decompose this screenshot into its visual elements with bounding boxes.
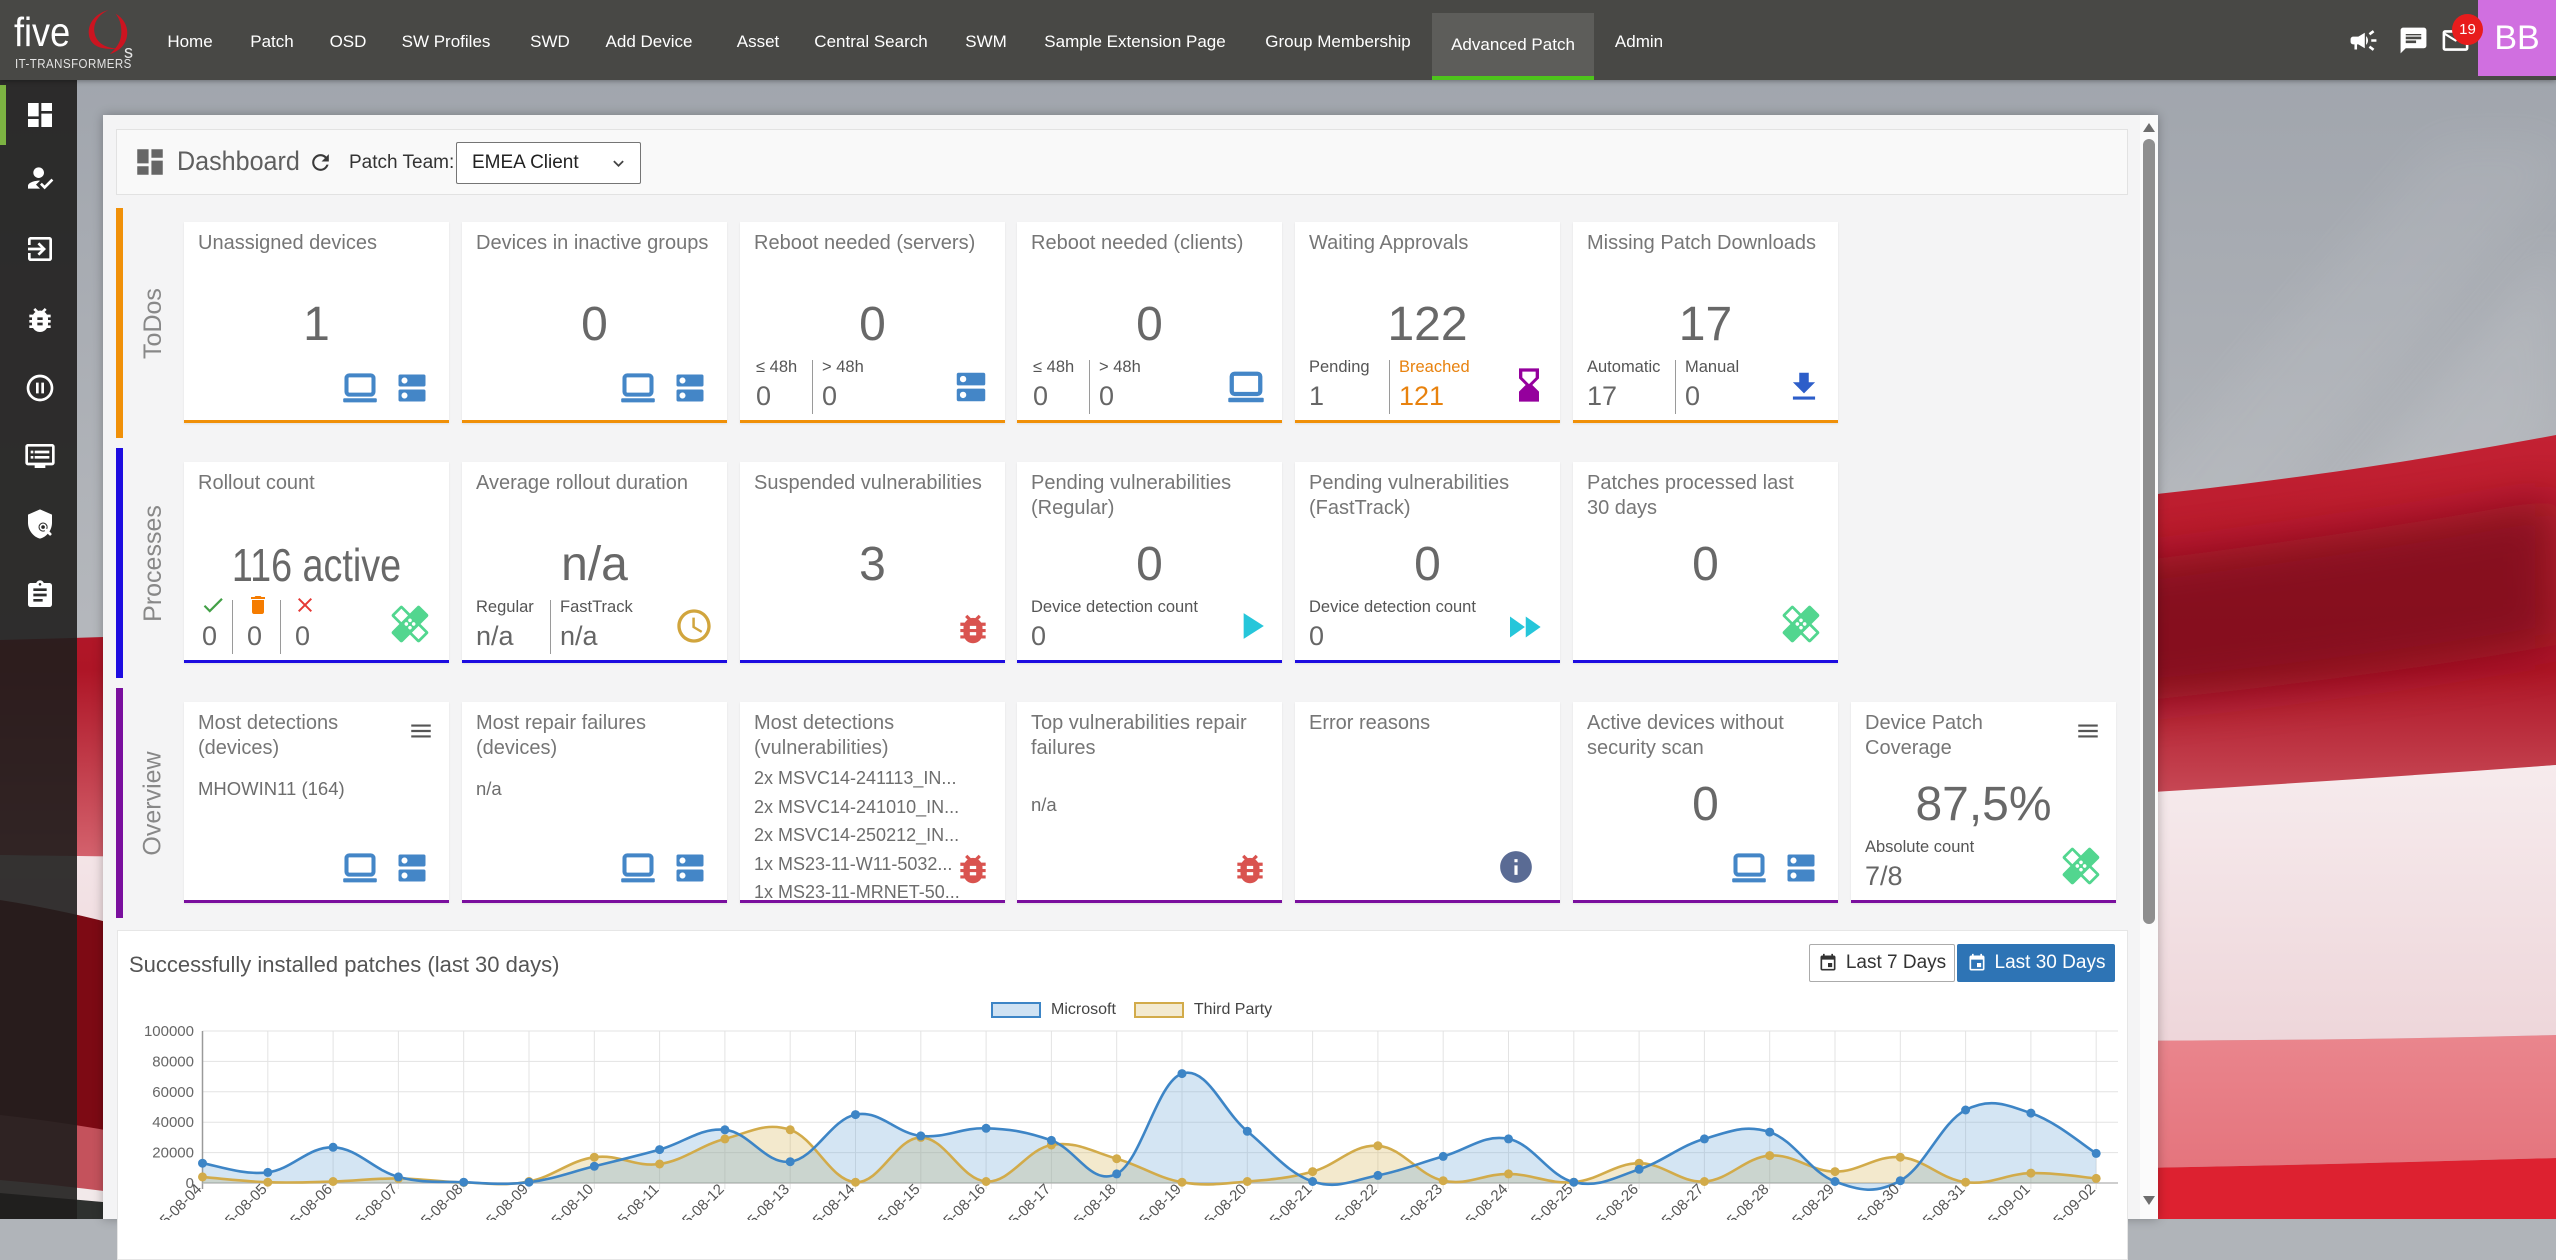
svg-text:25-08-13: 25-08-13 xyxy=(739,1181,793,1220)
svg-text:25-08-27: 25-08-27 xyxy=(1653,1181,1707,1220)
svg-text:40000: 40000 xyxy=(152,1114,194,1131)
svg-text:25-08-17: 25-08-17 xyxy=(1000,1181,1054,1220)
svg-text:25-08-09: 25-08-09 xyxy=(477,1181,531,1220)
svg-text:25-08-18: 25-08-18 xyxy=(1065,1181,1119,1220)
svg-text:25-08-04: 25-08-04 xyxy=(151,1181,205,1220)
svg-text:25-08-25: 25-08-25 xyxy=(1522,1181,1576,1220)
svg-text:100000: 100000 xyxy=(144,1023,194,1040)
svg-text:25-08-15: 25-08-15 xyxy=(869,1181,923,1220)
svg-text:25-08-07: 25-08-07 xyxy=(347,1181,401,1220)
svg-text:60000: 60000 xyxy=(152,1084,194,1101)
svg-text:25-08-19: 25-08-19 xyxy=(1130,1181,1184,1220)
svg-text:25-08-23: 25-08-23 xyxy=(1392,1181,1446,1220)
svg-text:25-08-26: 25-08-26 xyxy=(1587,1181,1641,1220)
svg-text:25-08-31: 25-08-31 xyxy=(1914,1181,1968,1220)
svg-text:25-08-29: 25-08-29 xyxy=(1783,1181,1837,1220)
svg-text:25-08-08: 25-08-08 xyxy=(412,1181,466,1220)
svg-text:25-08-28: 25-08-28 xyxy=(1718,1181,1772,1220)
svg-text:25-08-22: 25-08-22 xyxy=(1326,1181,1380,1220)
svg-text:25-08-16: 25-08-16 xyxy=(934,1181,988,1220)
svg-text:25-09-01: 25-09-01 xyxy=(1979,1181,2033,1220)
svg-text:25-08-05: 25-08-05 xyxy=(216,1181,270,1220)
svg-text:0: 0 xyxy=(186,1175,194,1192)
svg-text:25-08-06: 25-08-06 xyxy=(281,1181,335,1220)
svg-text:25-08-12: 25-08-12 xyxy=(673,1181,727,1220)
svg-text:80000: 80000 xyxy=(152,1053,194,1070)
svg-text:25-08-24: 25-08-24 xyxy=(1457,1181,1511,1220)
svg-text:20000: 20000 xyxy=(152,1145,194,1162)
svg-text:25-08-20: 25-08-20 xyxy=(1196,1181,1250,1220)
svg-text:25-08-11: 25-08-11 xyxy=(609,1181,663,1220)
svg-text:25-08-21: 25-08-21 xyxy=(1261,1181,1315,1220)
svg-text:25-08-10: 25-08-10 xyxy=(543,1181,597,1220)
svg-text:25-08-14: 25-08-14 xyxy=(804,1181,858,1220)
svg-text:25-09-02: 25-09-02 xyxy=(2045,1181,2099,1220)
